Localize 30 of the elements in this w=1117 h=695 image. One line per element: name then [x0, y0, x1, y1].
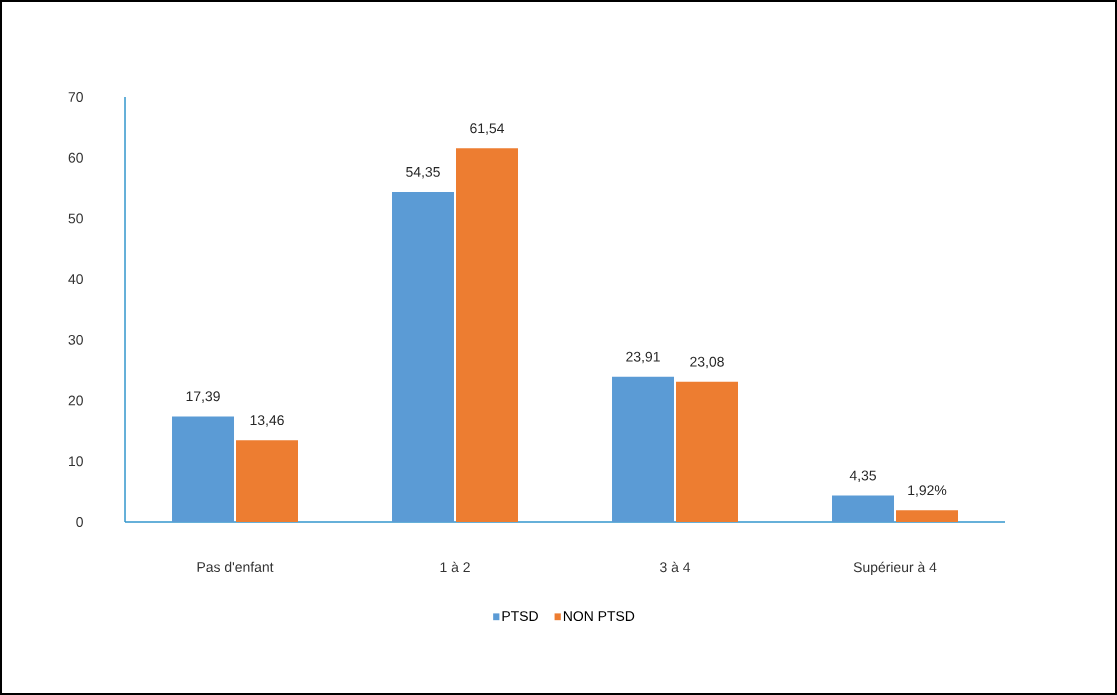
data-label: 4,35 — [849, 470, 876, 483]
bar — [172, 416, 235, 522]
data-label: 61,54 — [470, 123, 505, 135]
bar — [896, 510, 959, 522]
x-tick-label: Supérieur à 4 — [853, 561, 937, 575]
y-tick-label: 70 — [68, 92, 83, 102]
data-label: 23,08 — [690, 356, 724, 369]
data-label: 23,91 — [626, 351, 660, 364]
y-tick-label: 10 — [69, 456, 83, 467]
data-label: 1,92% — [908, 485, 947, 497]
y-tick-label: 40 — [68, 274, 83, 285]
bar — [832, 495, 895, 522]
bar — [236, 440, 298, 522]
y-tick-label: 60 — [68, 152, 83, 163]
x-tick-label: 3 à 4 — [660, 561, 691, 573]
y-tick-label: 0 — [76, 517, 83, 527]
bar — [612, 376, 675, 522]
legend-label: NON PTSD — [563, 611, 635, 622]
y-tick-label: 50 — [68, 213, 83, 224]
bar — [456, 148, 519, 522]
data-label: 17,39 — [186, 391, 220, 403]
y-tick-label: 20 — [68, 395, 83, 406]
legend-label: PTSD — [502, 611, 538, 622]
data-label: 13,46 — [250, 415, 284, 427]
x-tick-label: Pas d'enfant — [197, 561, 274, 572]
y-tick-label: 30 — [68, 334, 83, 345]
bar — [676, 381, 738, 522]
bar — [392, 192, 455, 522]
data-label: 54,35 — [406, 166, 440, 179]
x-tick-label: 1 à 2 — [440, 561, 470, 573]
